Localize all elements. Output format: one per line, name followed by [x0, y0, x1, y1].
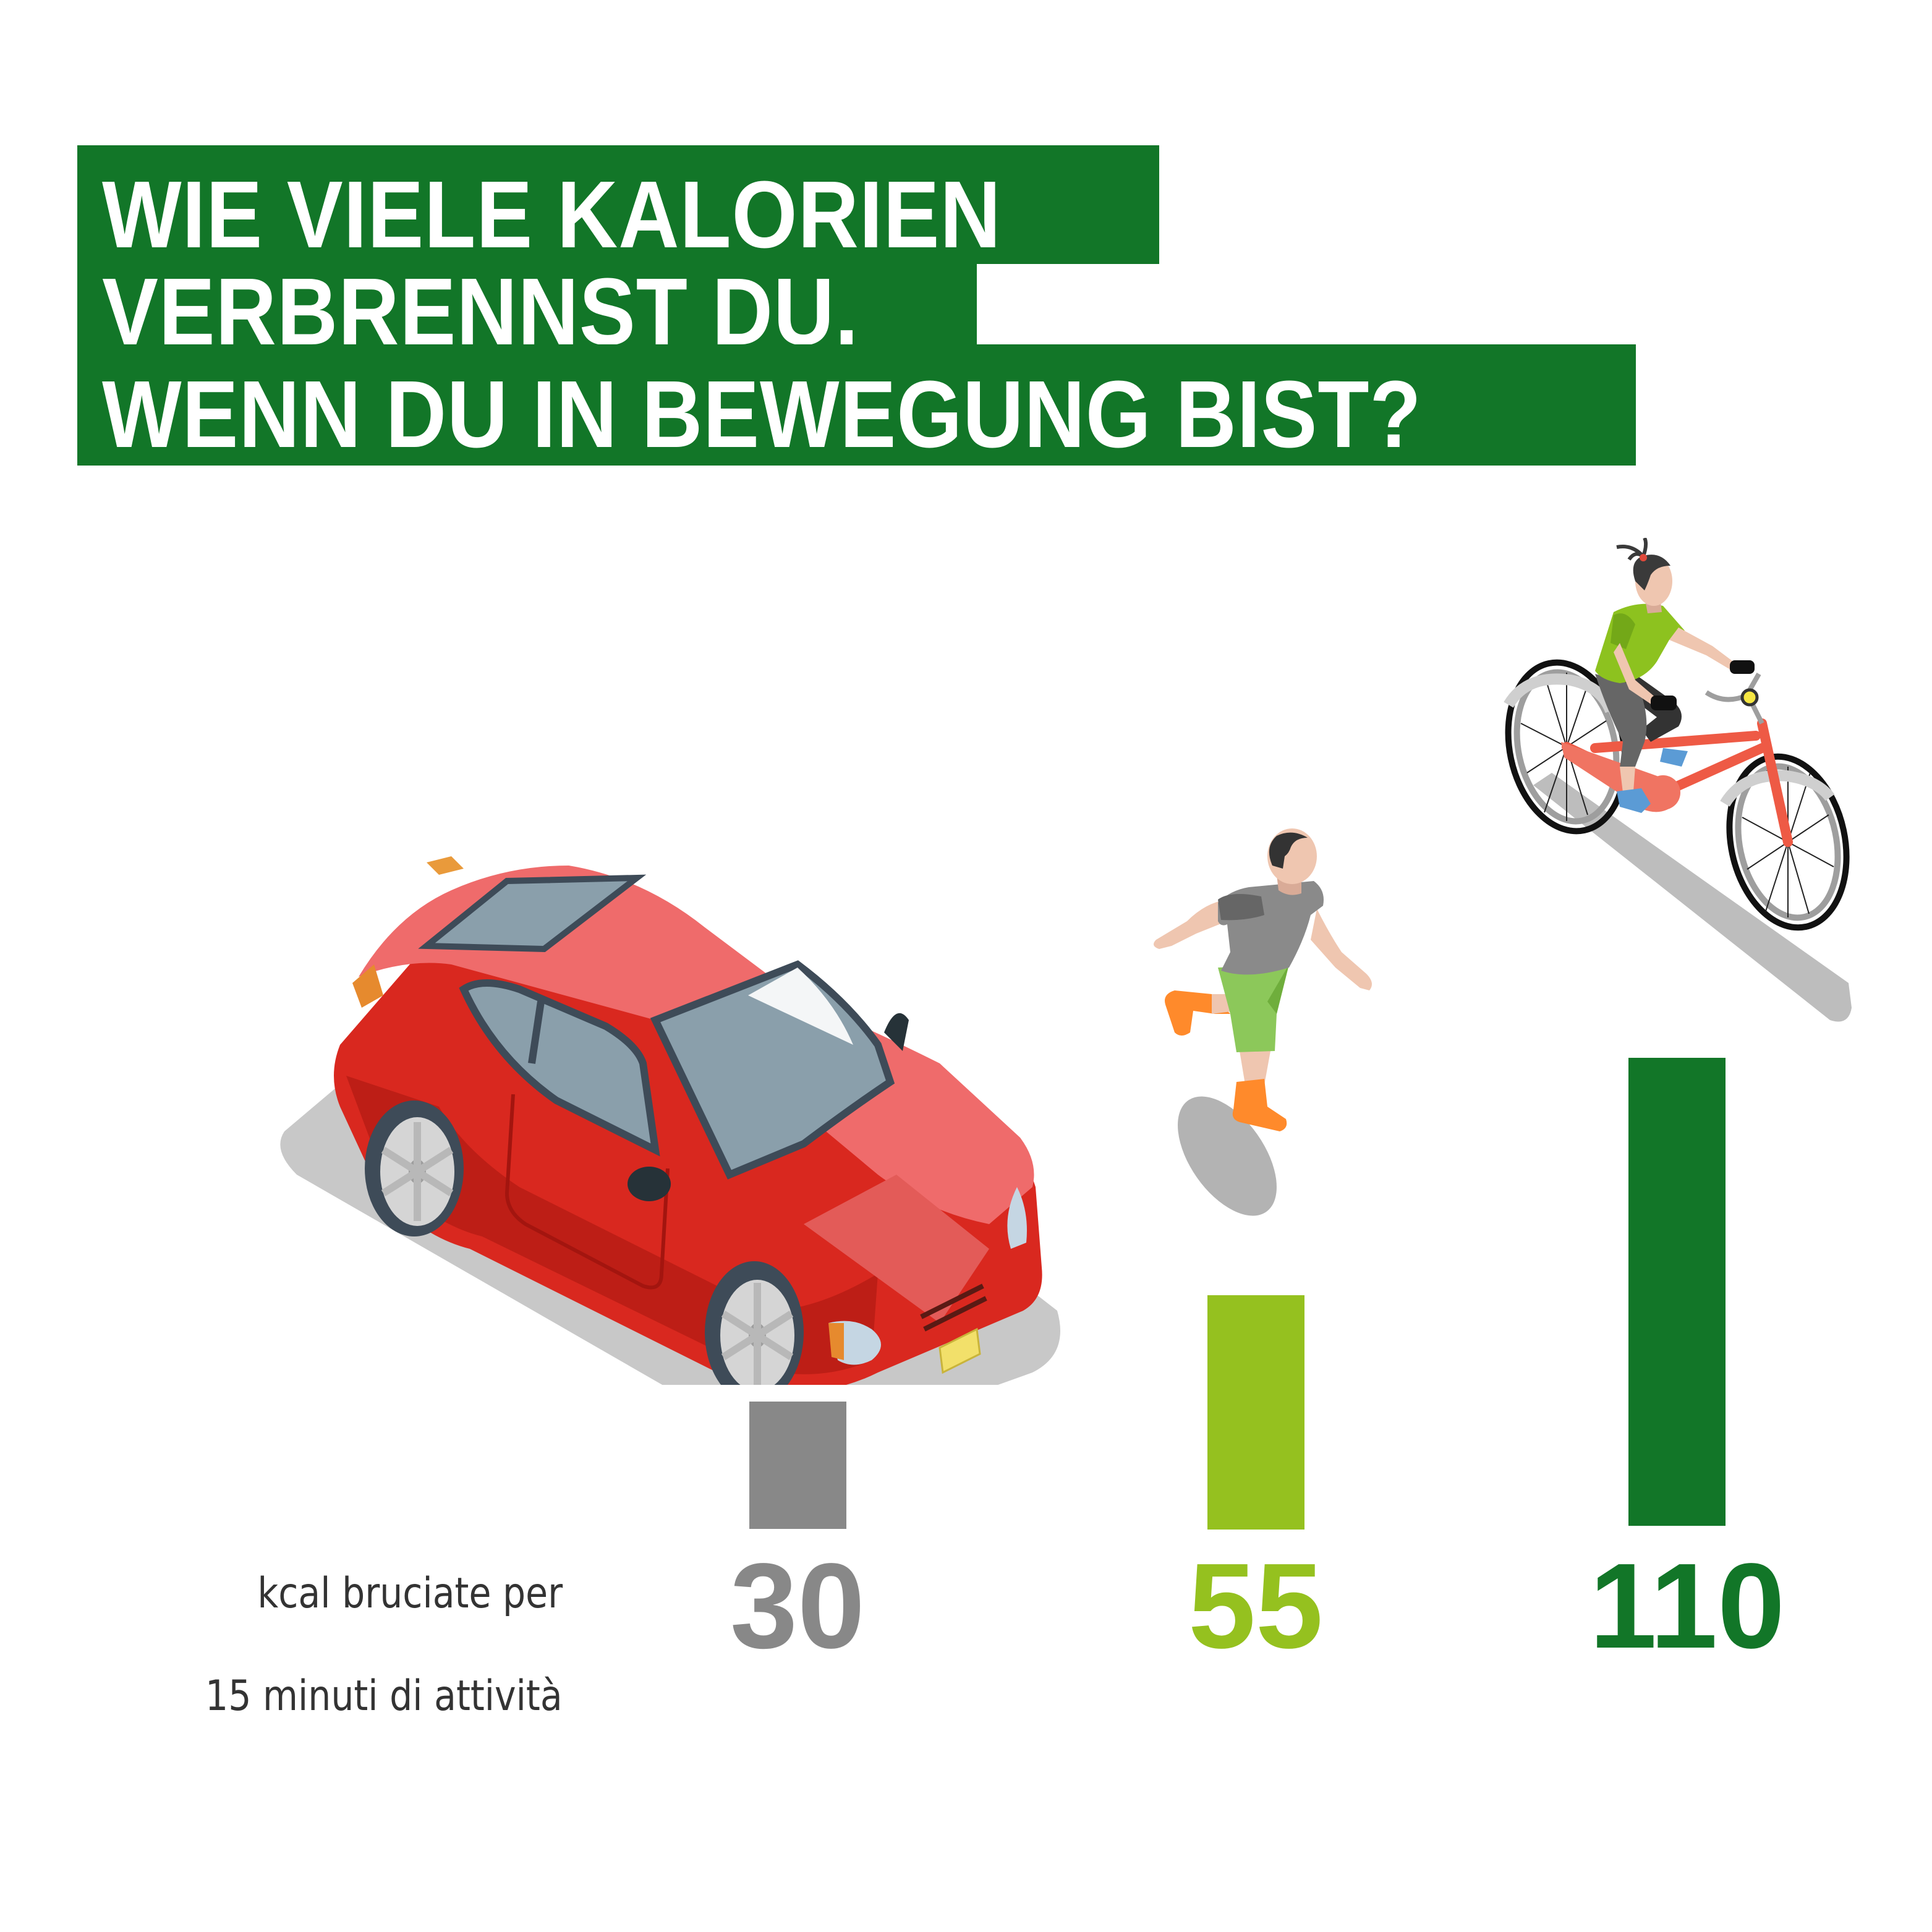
title-block-line-3: WENN DU IN BEWEGUNG BIST? — [77, 344, 1636, 466]
axis-label-line-1: kcal bruciate per — [257, 1569, 563, 1618]
bar-car — [749, 1402, 846, 1529]
title-block-line-2: VERBRENNST DU, — [77, 264, 977, 359]
bar-cycling — [1628, 1058, 1726, 1526]
value-car: 30 — [730, 1538, 865, 1674]
title-line-1: WIE VIELE KALORIEN — [102, 161, 1002, 268]
title-line-3: WENN DU IN BEWEGUNG BIST? — [102, 361, 1422, 467]
cyclist-icon — [1504, 538, 1852, 1022]
bar-walking — [1207, 1295, 1304, 1530]
axis-label-line-2: 15 minuti di attività — [205, 1672, 563, 1721]
walking-person-icon — [1154, 828, 1372, 1216]
car-icon — [280, 856, 1060, 1385]
value-cycling: 110 — [1589, 1538, 1785, 1674]
value-walking: 55 — [1188, 1538, 1323, 1674]
title-block-line-1: WIE VIELE KALORIEN — [77, 145, 1159, 264]
title-line-2: VERBRENNST DU, — [102, 258, 859, 365]
